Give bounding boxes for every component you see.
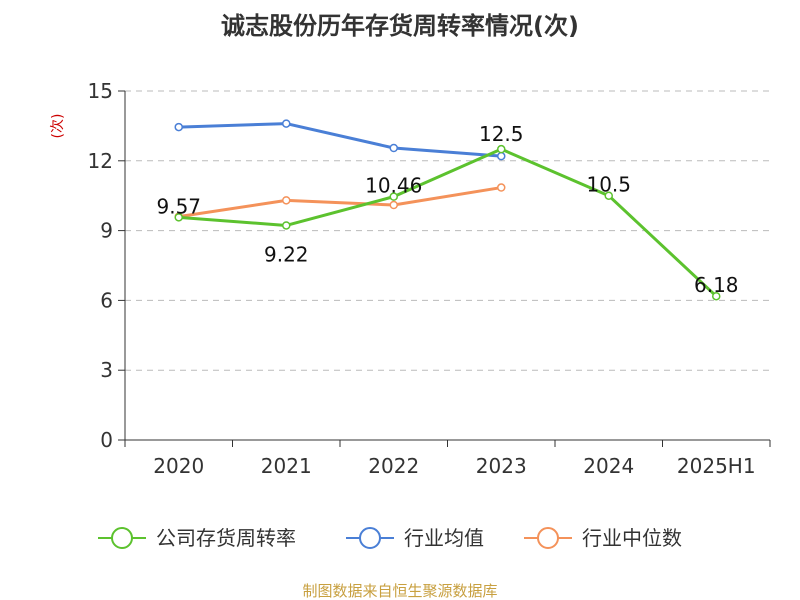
data-point bbox=[389, 192, 398, 201]
data-label: 12.5 bbox=[479, 122, 524, 146]
data-point bbox=[282, 196, 291, 205]
y-tick-label: 3 bbox=[100, 358, 113, 382]
series-lines bbox=[174, 119, 721, 301]
y-tick-label: 12 bbox=[88, 149, 113, 173]
data-point bbox=[282, 221, 291, 230]
data-point bbox=[174, 122, 183, 132]
grid-lines bbox=[125, 90, 770, 371]
x-tick-label: 2025H1 bbox=[677, 454, 756, 478]
data-label: 6.18 bbox=[694, 273, 739, 297]
axes: 0 3 6 9 12 15 2020 2021 2022 2023 2024 2025H1 bbox=[88, 79, 771, 478]
y-tick-label: 15 bbox=[88, 79, 113, 103]
x-tick-label: 2020 bbox=[153, 454, 204, 478]
data-point bbox=[174, 213, 183, 222]
x-tick-label: 2022 bbox=[368, 454, 419, 478]
series-line bbox=[178, 122, 502, 158]
source-note: 制图数据来自恒生聚源数据库 bbox=[302, 582, 497, 600]
legend: 公司存货周转率 行业均值 行业中位数 bbox=[98, 526, 682, 550]
x-tick-label: 2023 bbox=[476, 454, 527, 478]
chart-title: 诚志股份历年存货周转率情况(次) bbox=[221, 12, 579, 40]
data-point bbox=[497, 144, 506, 154]
x-tick-label: 2021 bbox=[261, 454, 312, 478]
y-tick-label: 0 bbox=[100, 428, 113, 452]
y-tick-label: 9 bbox=[100, 219, 113, 243]
data-label: 9.57 bbox=[156, 194, 201, 218]
legend-item[interactable]: 公司存货周转率 bbox=[98, 526, 296, 550]
x-tick-label: 2024 bbox=[583, 454, 634, 478]
data-label: 9.22 bbox=[264, 242, 309, 266]
data-label: 10.5 bbox=[586, 173, 631, 197]
data-point bbox=[389, 143, 398, 153]
legend-marker-icon bbox=[359, 527, 381, 549]
series-line bbox=[178, 147, 718, 298]
legend-item[interactable]: 行业均值 bbox=[346, 526, 484, 550]
data-label: 10.46 bbox=[365, 174, 422, 198]
data-point bbox=[497, 183, 506, 192]
y-tick-label: 6 bbox=[100, 288, 113, 312]
data-point bbox=[604, 191, 613, 200]
legend-label: 行业中位数 bbox=[582, 526, 682, 550]
legend-marker-icon bbox=[111, 527, 133, 549]
data-point bbox=[712, 291, 721, 301]
legend-label: 行业均值 bbox=[404, 526, 484, 550]
data-point bbox=[282, 119, 291, 128]
y-axis-label: (次) bbox=[50, 114, 66, 139]
legend-item[interactable]: 行业中位数 bbox=[524, 526, 682, 550]
legend-label: 公司存货周转率 bbox=[156, 526, 296, 550]
data-point bbox=[389, 200, 398, 210]
series-line bbox=[178, 186, 502, 219]
legend-marker-icon bbox=[537, 527, 559, 549]
data-labels: 9.57 9.22 10.46 12.5 10.5 6.18 bbox=[156, 122, 738, 297]
data-point bbox=[497, 151, 506, 161]
